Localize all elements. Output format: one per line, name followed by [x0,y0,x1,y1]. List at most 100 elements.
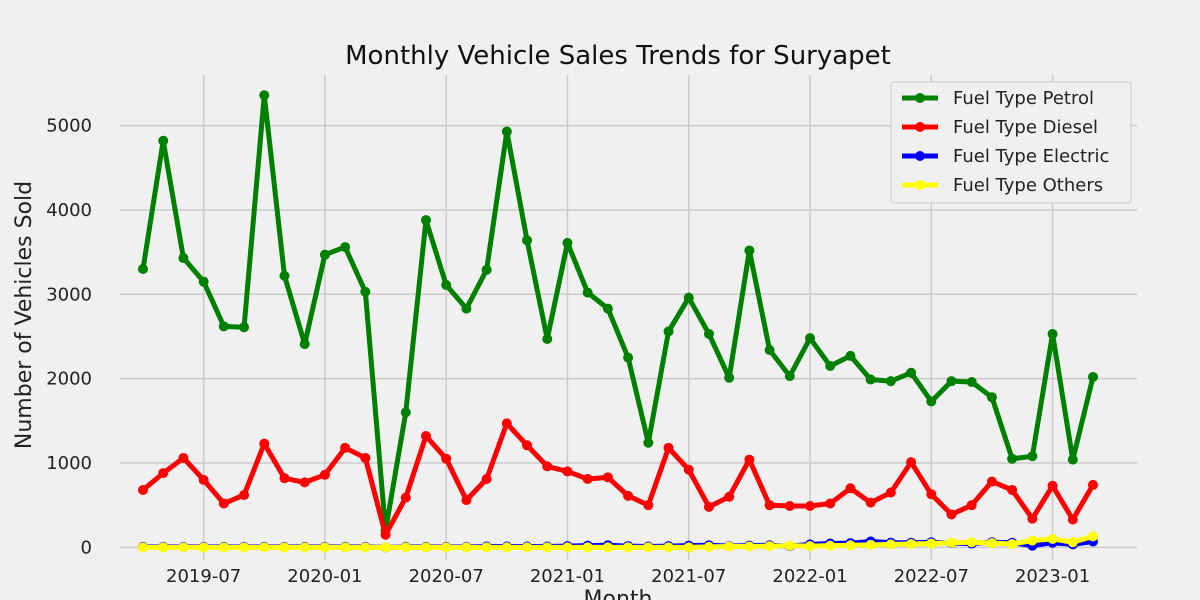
data-point [663,442,674,453]
data-point [744,245,755,256]
data-point [825,498,836,509]
data-point [218,542,229,553]
data-point [340,542,351,553]
legend-swatch-marker [915,151,925,161]
data-point [279,270,290,281]
data-point [906,538,917,549]
data-point [400,492,411,503]
data-point [319,249,330,260]
data-point [239,490,250,501]
data-point [784,371,795,382]
data-point [441,542,452,553]
data-point [178,542,189,553]
data-point [522,542,533,553]
data-point [703,328,714,339]
data-point [360,452,371,463]
data-point [825,540,836,551]
data-point [986,392,997,403]
data-point [441,453,452,464]
data-point [865,539,876,550]
data-point [623,490,634,501]
data-point [218,321,229,332]
data-point [178,253,189,264]
data-point [420,431,431,442]
series-2 [138,418,1098,540]
legend-box [890,81,1132,204]
data-point [420,542,431,553]
data-point [926,396,937,407]
data-point [845,540,856,551]
data-point [299,339,310,350]
legend-label: Fuel Type Diesel [953,117,1098,138]
data-point [784,540,795,551]
data-point [340,242,351,253]
data-point [724,372,735,383]
data-point [845,483,856,494]
data-point [885,376,896,387]
data-point [865,497,876,508]
data-point [703,541,714,552]
data-point [279,473,290,484]
data-point [966,537,977,548]
data-point [643,500,654,511]
y-tick-label: 1000 [46,453,92,474]
data-point [340,442,351,453]
x-tick-label: 2021-01 [530,566,605,587]
data-point [461,495,472,506]
legend-label: Fuel Type Electric [953,146,1109,167]
data-point [239,322,250,333]
data-point [643,437,654,448]
y-tick-label: 3000 [46,284,92,305]
data-point [1047,328,1058,339]
data-point [441,280,452,291]
y-tick-label: 5000 [46,116,92,137]
y-tick-label: 2000 [46,369,92,390]
data-point [602,472,613,483]
data-point [805,541,816,552]
data-point [966,500,977,511]
legend: Fuel Type Petrol Fuel Type Diesel Fuel Typ… [890,81,1132,204]
chart-title: Monthly Vehicle Sales Trends for Suryape… [345,41,891,71]
data-point [602,303,613,314]
data-point [380,542,391,553]
data-point [724,541,735,552]
y-axis-title: Number of Vehicles Sold [12,181,37,449]
x-tick-label: 2023-01 [1015,566,1090,587]
y-tick-label: 4000 [46,200,92,221]
data-point [259,438,270,449]
data-point [1088,479,1098,490]
data-point [764,344,775,355]
x-tick-label: 2020-01 [287,566,362,587]
data-point [602,542,613,553]
data-point [885,539,896,550]
data-point [825,361,836,371]
data-point [623,542,634,553]
data-point [481,264,492,275]
data-point [542,542,553,553]
data-point [522,440,533,451]
y-tick-labels: 0 1000 2000 3000 4000 5000 [46,116,92,559]
data-point [562,466,573,477]
data-point [1088,531,1098,542]
data-point [420,215,431,226]
x-tick-label: 2021-07 [651,566,726,587]
data-point [582,474,593,485]
data-point [501,542,512,553]
data-point [1027,535,1038,546]
data-point [1067,454,1078,465]
data-point [1047,480,1058,491]
data-point [158,468,169,479]
data-point [461,303,472,314]
data-point [703,501,714,512]
data-point [623,352,634,363]
x-tick-label: 2022-07 [894,566,969,587]
data-point [1007,453,1018,464]
y-tick-label: 0 [81,537,92,558]
data-point [138,484,148,495]
legend-label: Fuel Type Petrol [953,88,1094,109]
data-point [158,135,169,146]
data-point [663,326,674,337]
data-point [138,264,148,274]
data-point [1007,538,1018,549]
